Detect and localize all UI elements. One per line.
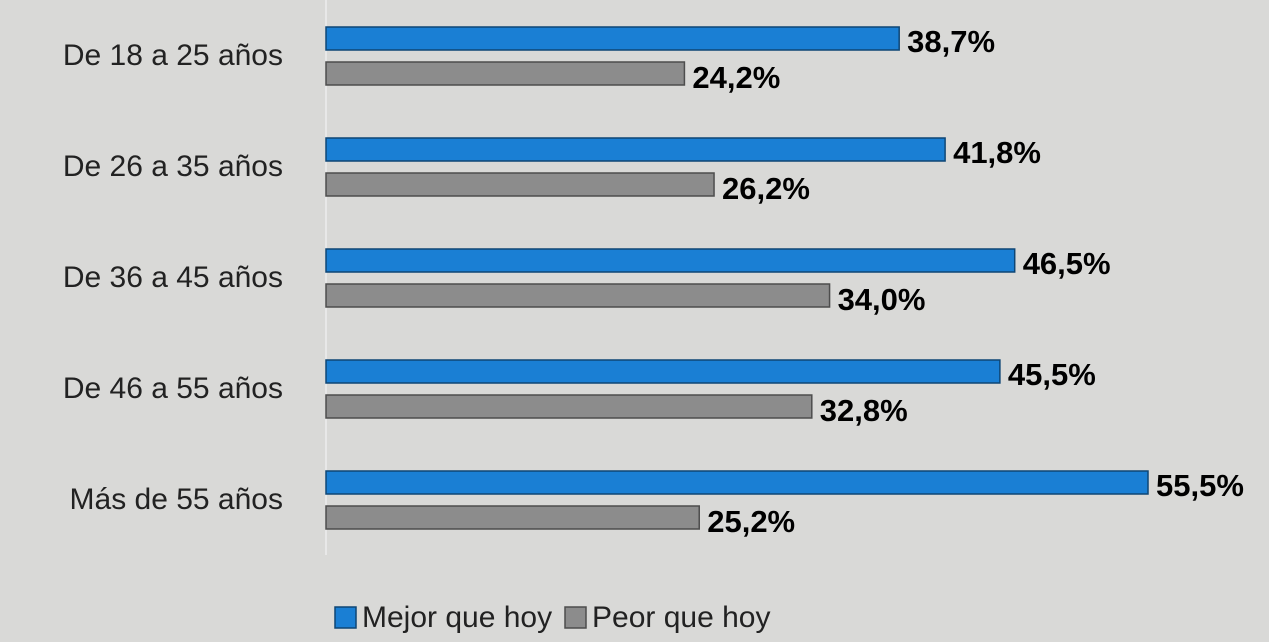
y-tick-label: De 26 a 35 años bbox=[63, 150, 283, 183]
bar bbox=[325, 61, 686, 86]
y-tick-label: De 36 a 45 años bbox=[63, 261, 283, 294]
data-label: 24,2% bbox=[692, 60, 780, 95]
data-label: 41,8% bbox=[953, 135, 1041, 170]
y-tick-label: De 18 a 25 años bbox=[63, 39, 283, 72]
legend-label: Peor que hoy bbox=[592, 601, 770, 634]
data-label: 46,5% bbox=[1023, 246, 1111, 281]
data-label: 25,2% bbox=[707, 504, 795, 539]
bar bbox=[325, 26, 900, 51]
data-label: 32,8% bbox=[820, 393, 908, 428]
bar bbox=[325, 248, 1016, 273]
bar bbox=[325, 394, 813, 419]
legend-swatch bbox=[334, 606, 357, 629]
data-label: 26,2% bbox=[722, 171, 810, 206]
y-tick-label: De 46 a 55 años bbox=[63, 372, 283, 405]
bar bbox=[325, 505, 700, 530]
bar bbox=[325, 172, 715, 197]
data-label: 38,7% bbox=[907, 24, 995, 59]
bar bbox=[325, 359, 1001, 384]
data-label: 55,5% bbox=[1156, 468, 1244, 503]
data-label: 45,5% bbox=[1008, 357, 1096, 392]
y-tick-label: Más de 55 años bbox=[70, 483, 283, 516]
bar bbox=[325, 283, 831, 308]
bar bbox=[325, 137, 946, 162]
bar bbox=[325, 470, 1149, 495]
legend-label: Mejor que hoy bbox=[362, 601, 552, 634]
data-label: 34,0% bbox=[838, 282, 926, 317]
legend-swatch bbox=[564, 606, 587, 629]
